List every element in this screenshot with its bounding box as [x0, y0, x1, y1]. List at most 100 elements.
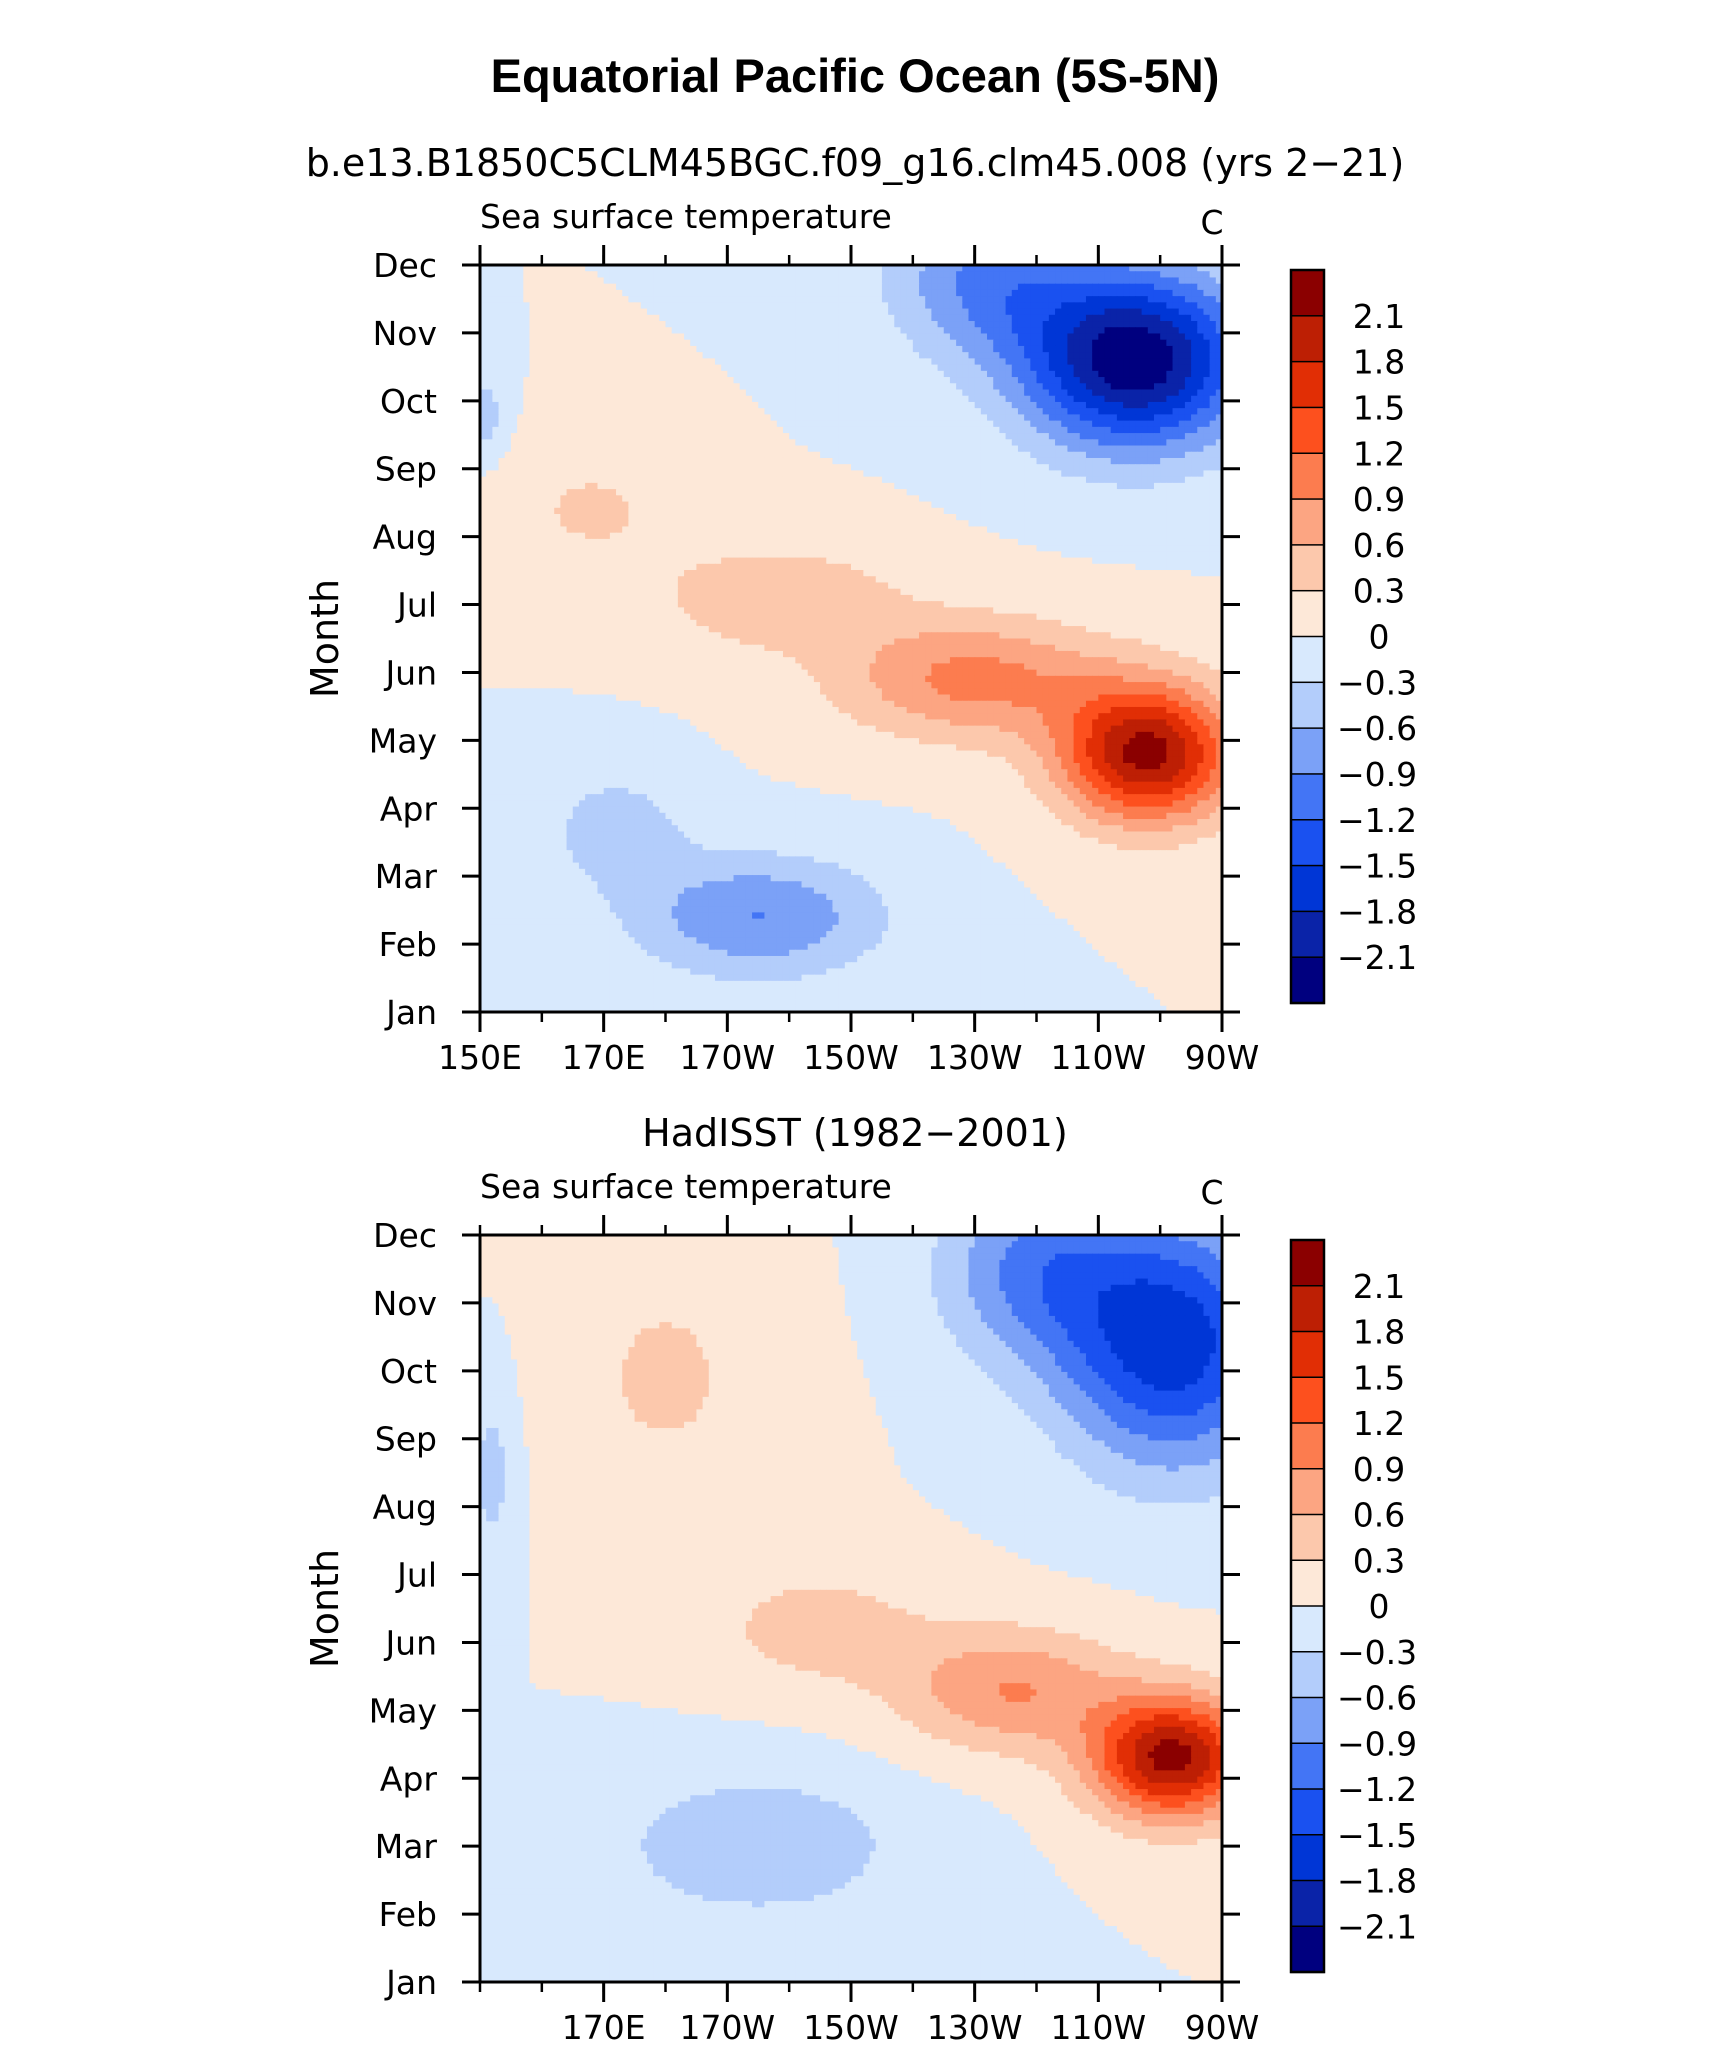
- heatmap-cell: [504, 414, 512, 422]
- heatmap-cell: [548, 476, 555, 484]
- heatmap-cell: [968, 345, 976, 353]
- heatmap-cell: [486, 464, 493, 472]
- heatmap-cell: [1215, 389, 1223, 397]
- heatmap-cell: [1141, 265, 1149, 272]
- heatmap-cell: [541, 283, 549, 291]
- heatmap-cell: [1172, 314, 1180, 322]
- heatmap-cell: [566, 439, 574, 447]
- heatmap-cell: [714, 389, 722, 397]
- heatmap-cell: [591, 495, 599, 503]
- heatmap-cell: [585, 271, 592, 279]
- heatmap-cell: [1110, 507, 1118, 515]
- heatmap-cell: [1116, 426, 1124, 434]
- heatmap-cell: [529, 277, 537, 285]
- heatmap-cell: [943, 439, 951, 447]
- heatmap-cell: [844, 464, 852, 472]
- heatmap-cell: [931, 321, 939, 328]
- heatmap-cell: [727, 271, 735, 279]
- heatmap-cell: [968, 277, 976, 285]
- heatmap-cell: [609, 489, 617, 496]
- heatmap-cell: [894, 296, 902, 303]
- heatmap-cell: [640, 489, 648, 496]
- heatmap-cell: [745, 426, 753, 434]
- heatmap-cell: [888, 401, 895, 409]
- heatmap-cell: [677, 358, 685, 366]
- heatmap-cell: [999, 426, 1007, 434]
- heatmap-cell: [1215, 271, 1223, 279]
- heatmap-cell: [1184, 501, 1192, 509]
- heatmap-cell: [585, 277, 592, 285]
- heatmap-cell: [906, 339, 914, 347]
- heatmap-cell: [541, 364, 549, 372]
- heatmap-cell: [758, 314, 766, 322]
- heatmap-cell: [646, 445, 654, 453]
- heatmap-cell: [659, 352, 667, 359]
- heatmap-cell: [776, 470, 784, 478]
- heatmap-cell: [646, 345, 654, 353]
- heatmap-cell: [1104, 464, 1112, 472]
- heatmap-cell: [900, 408, 908, 415]
- heatmap-cell: [801, 433, 809, 440]
- heatmap-cell: [987, 321, 994, 328]
- heatmap-cell: [548, 302, 555, 310]
- heatmap-cell: [510, 383, 518, 391]
- heatmap-cell: [739, 296, 747, 303]
- heatmap-cell: [498, 489, 506, 496]
- heatmap-cell: [1215, 482, 1223, 490]
- heatmap-cell: [1092, 302, 1099, 310]
- heatmap-cell: [937, 507, 945, 515]
- heatmap-cell: [708, 457, 716, 465]
- heatmap-cell: [745, 501, 753, 509]
- heatmap-cell: [851, 377, 858, 384]
- heatmap-cell: [1024, 451, 1031, 459]
- heatmap-cell: [609, 433, 617, 440]
- heatmap-cell: [937, 514, 945, 521]
- heatmap-cell: [1178, 333, 1186, 341]
- heatmap-cell: [949, 470, 957, 478]
- heatmap-cell: [1017, 339, 1025, 347]
- heatmap-cell: [566, 383, 574, 391]
- heatmap-cell: [881, 265, 889, 272]
- heatmap-cell: [807, 321, 815, 328]
- heatmap-cell: [1067, 389, 1075, 397]
- heatmap-cell: [875, 495, 883, 503]
- heatmap-cell: [616, 283, 623, 291]
- heatmap-cell: [919, 514, 926, 521]
- heatmap-cell: [974, 426, 982, 434]
- heatmap-cell: [832, 408, 840, 415]
- heatmap-cell: [1030, 395, 1038, 403]
- heatmap-cell: [1178, 289, 1186, 297]
- heatmap-cell: [1141, 358, 1149, 366]
- heatmap-cell: [523, 445, 531, 453]
- heatmap-cell: [1048, 501, 1056, 509]
- heatmap-cell: [931, 345, 939, 353]
- heatmap-cell: [745, 277, 753, 285]
- heatmap-cell: [962, 308, 970, 316]
- heatmap-cell: [752, 457, 759, 465]
- heatmap-cell: [585, 370, 592, 378]
- heatmap-cell: [758, 482, 766, 490]
- heatmap-cell: [609, 321, 617, 328]
- heatmap-cell: [851, 283, 858, 291]
- heatmap-cell: [696, 420, 704, 428]
- heatmap-cell: [980, 495, 988, 503]
- heatmap-cell: [498, 445, 506, 453]
- heatmap-cell: [535, 426, 543, 434]
- heatmap-cell: [1135, 501, 1143, 509]
- heatmap-cell: [869, 401, 877, 409]
- heatmap-cell: [523, 277, 531, 285]
- heatmap-cell: [498, 408, 506, 415]
- heatmap-cell: [591, 271, 599, 279]
- heatmap-cell: [813, 283, 821, 291]
- heatmap-cell: [1061, 364, 1069, 372]
- heatmap-cell: [714, 520, 722, 528]
- heatmap-cell: [572, 296, 580, 303]
- heatmap-cell: [714, 314, 722, 322]
- heatmap-cell: [510, 333, 518, 341]
- heatmap-cell: [943, 370, 951, 378]
- heatmap-cell: [578, 308, 586, 316]
- heatmap-cell: [510, 314, 518, 322]
- heatmap-cell: [1135, 408, 1143, 415]
- heatmap-cell: [1024, 464, 1031, 472]
- heatmap-cell: [912, 333, 920, 341]
